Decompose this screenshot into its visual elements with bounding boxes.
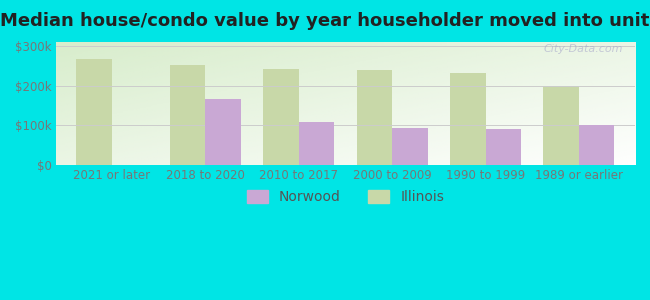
Bar xyxy=(299,122,334,165)
Bar xyxy=(450,73,486,165)
Bar xyxy=(263,69,299,165)
Bar xyxy=(357,70,392,165)
Bar xyxy=(486,129,521,165)
Text: City-Data.com: City-Data.com xyxy=(544,44,623,55)
Bar xyxy=(579,125,614,165)
Bar xyxy=(76,59,112,165)
Bar xyxy=(170,65,205,165)
Text: Median house/condo value by year householder moved into unit: Median house/condo value by year househo… xyxy=(0,12,650,30)
Legend: Norwood, Illinois: Norwood, Illinois xyxy=(241,184,450,210)
Bar xyxy=(392,128,428,165)
Bar xyxy=(543,86,579,165)
Bar xyxy=(205,100,240,165)
